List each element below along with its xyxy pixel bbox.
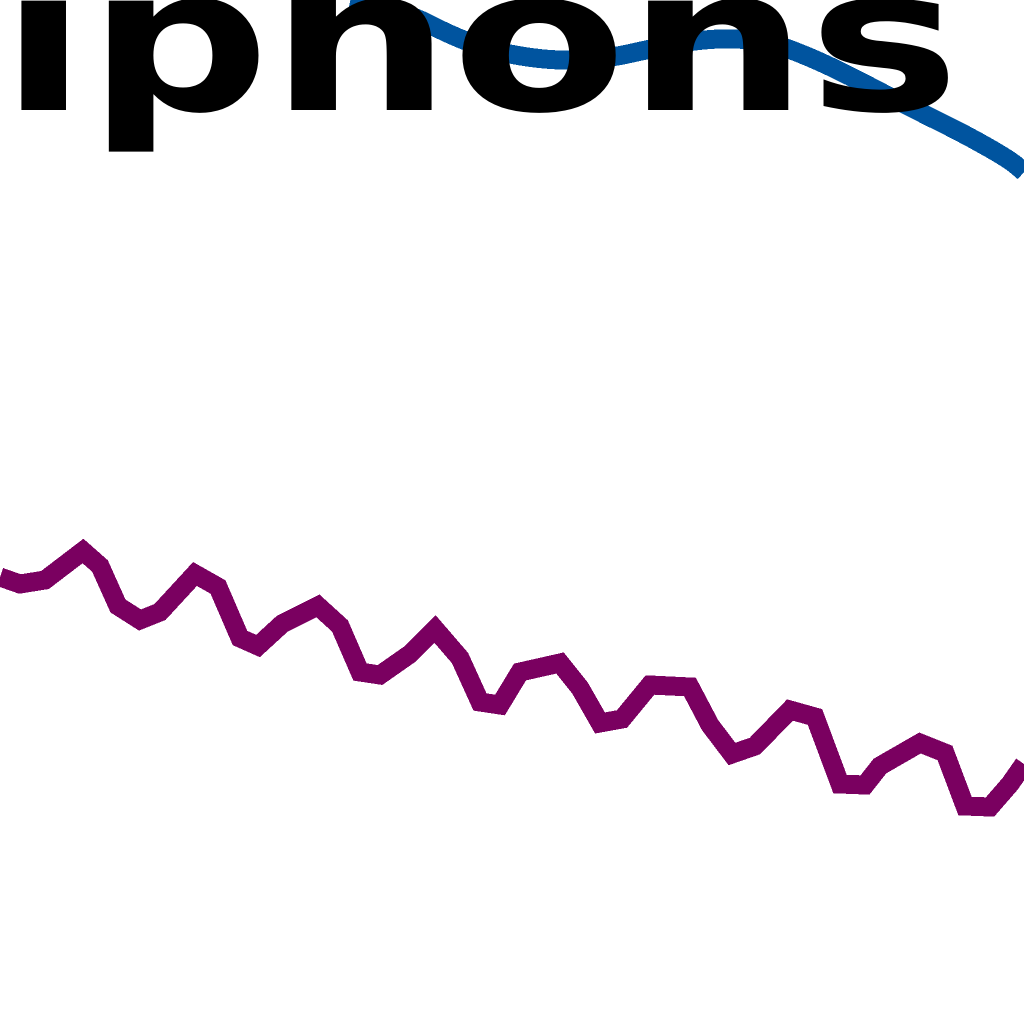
series-line-purple	[0, 538, 1024, 817]
series-purple	[0, 538, 1024, 817]
cropped-chart-text: iphons	[0, 0, 960, 158]
series-line-blue	[348, 0, 1024, 180]
series-blue	[348, 0, 1024, 180]
